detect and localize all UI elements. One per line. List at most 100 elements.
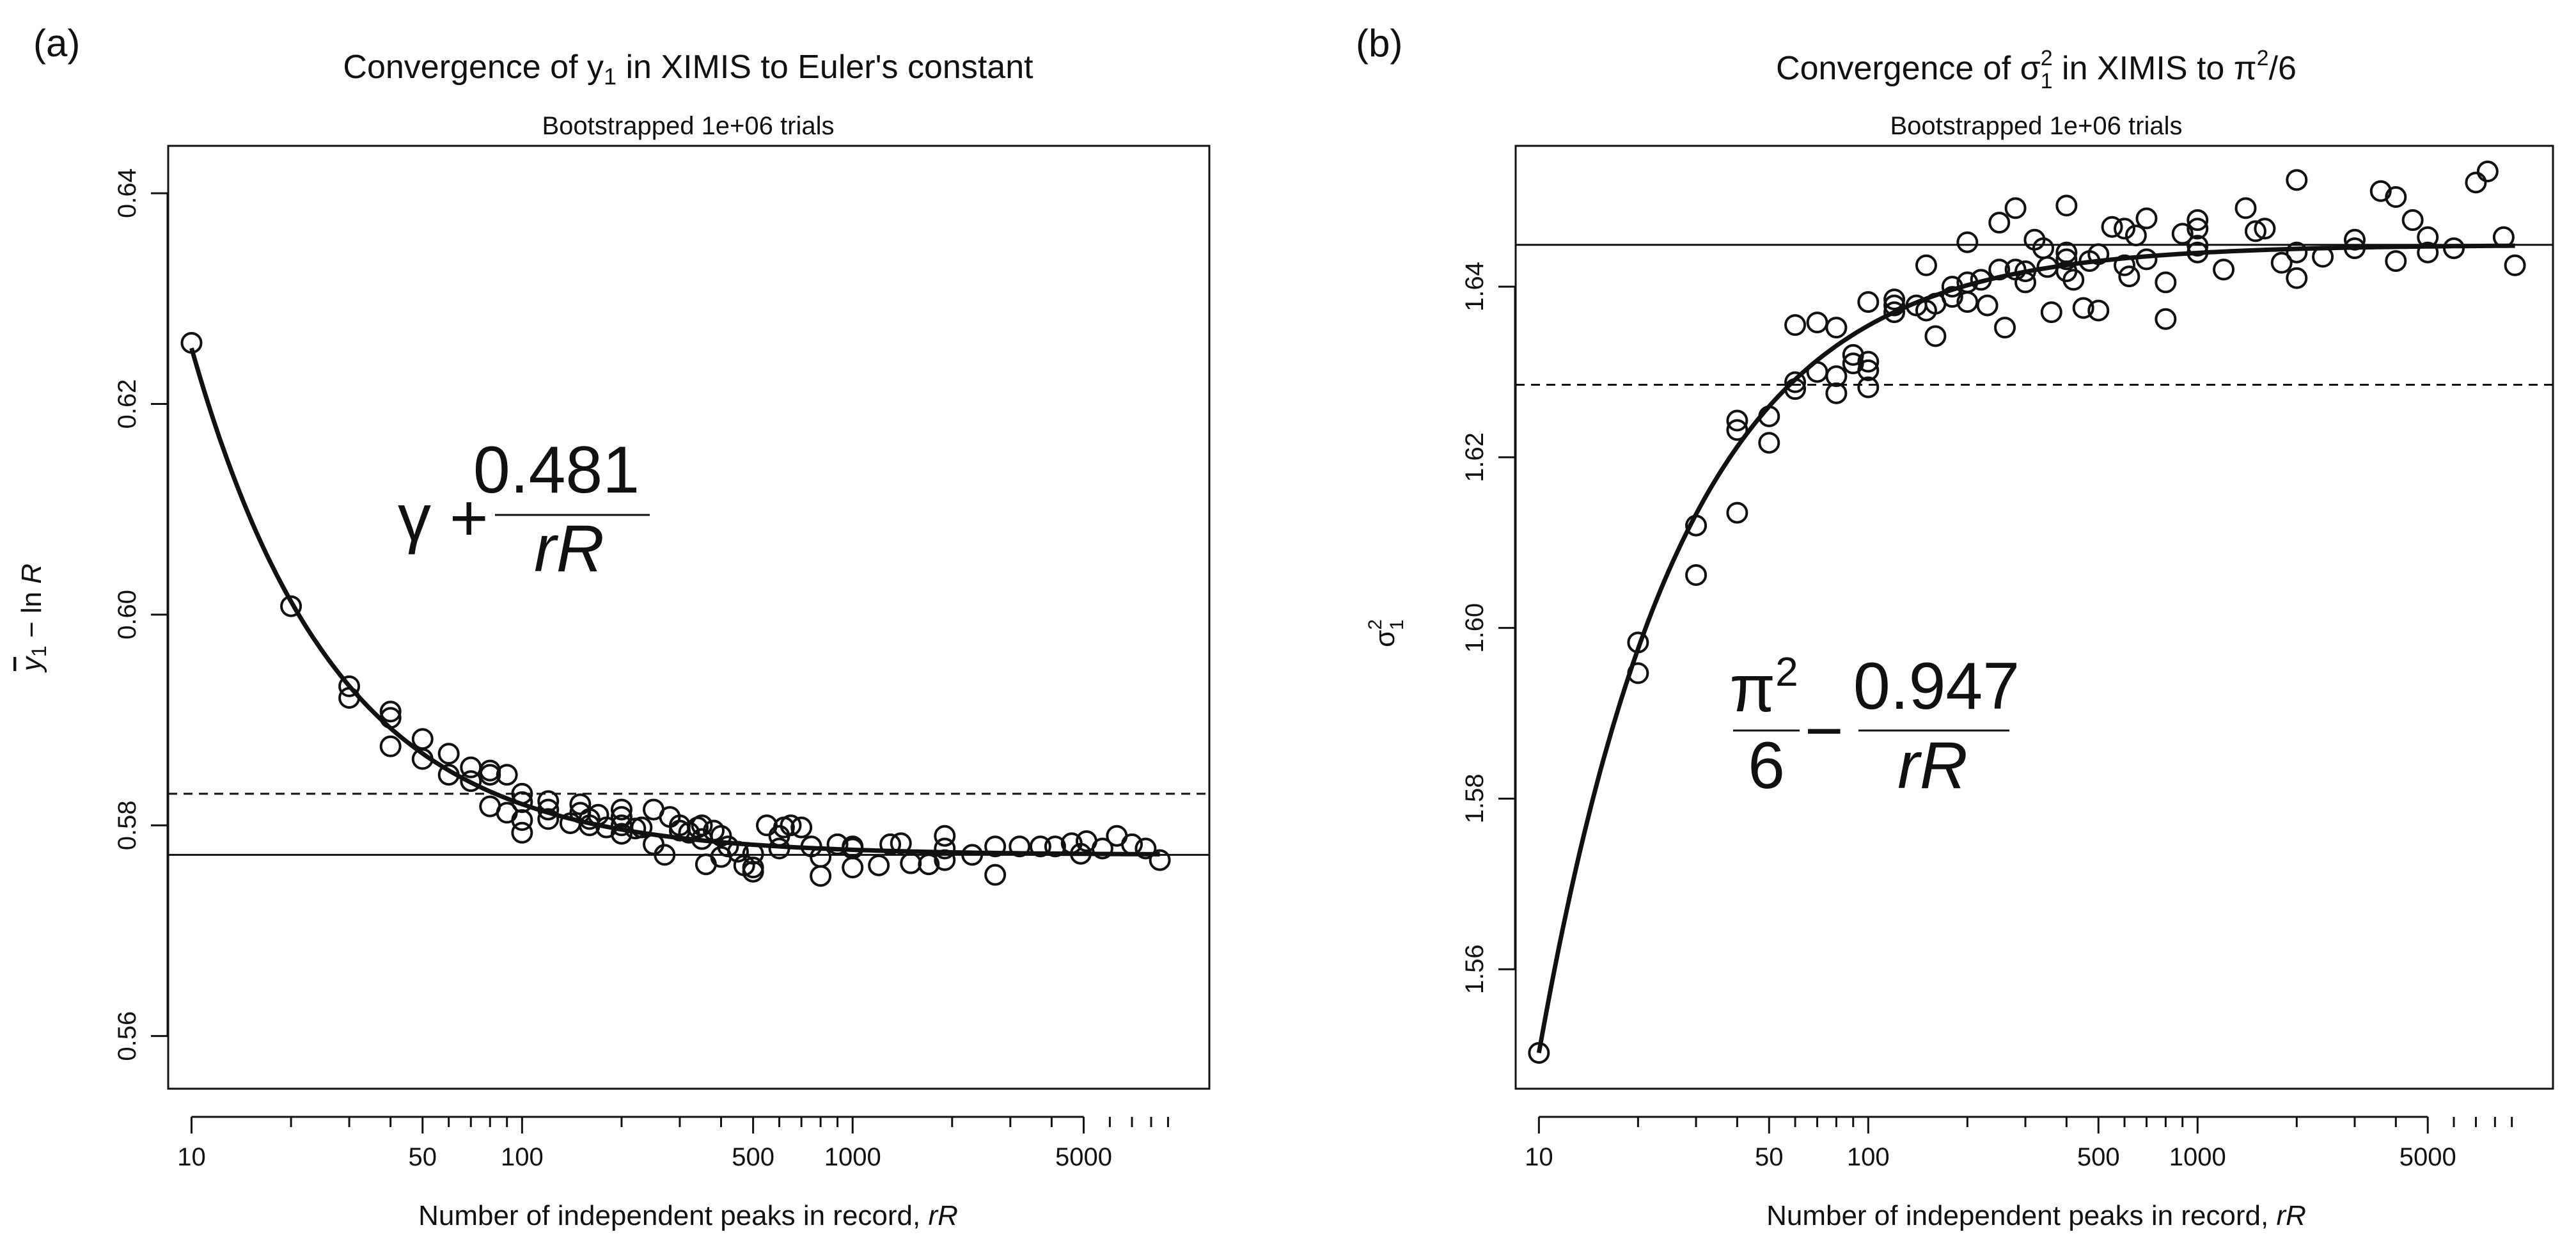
data-point [1091,837,1113,860]
y-tick-label: 1.58 [1461,774,1489,824]
x-tick-label: 5000 [2399,1143,2456,1171]
panel-a-xlabel: Number of independent peaks in record, r… [418,1200,958,1231]
data-point [2286,169,2308,191]
data-point [1806,312,1828,334]
data-point [1121,833,1143,855]
data-point [934,825,956,847]
data-point [984,835,1007,858]
data-point [2385,186,2407,209]
panel-b-xlabel: Number of independent peaks in record, r… [1766,1200,2306,1231]
data-point [2213,258,2235,281]
panel-b-subtitle: Bootstrapped 1e+06 trials [1890,112,2183,140]
panel-a-y-axis: 0.56 0.58 0.60 0.62 0.64 [113,168,169,1061]
data-point [2040,301,2062,324]
data-point [2385,250,2407,273]
data-point [2286,241,2308,264]
data-point [742,842,764,865]
data-point [2417,241,2439,264]
data-point [2062,269,2085,291]
data-point [2442,237,2465,260]
x-tick-label: 100 [501,1143,544,1171]
data-point [810,865,832,887]
data-point [2504,254,2526,276]
data-point [2270,251,2293,274]
data-point [2187,235,2209,257]
y-tick-label: 0.62 [113,379,141,429]
data-point [2343,237,2366,260]
data-point [1784,314,1807,336]
panel-b-formula-minus: − [1805,694,1844,768]
data-point [2014,271,2037,294]
data-point [338,675,361,697]
data-point [2087,243,2110,265]
panel-b-x-axis: 10 50 100 500 1000 5000 [1525,1116,2513,1171]
data-point [842,857,864,879]
data-point [2155,308,2177,330]
data-point [726,841,749,863]
data-point [643,833,665,855]
panel-b: (b) Convergence of σ2 1 in XIMIS to π2/6 … [1356,22,2554,1231]
data-point [1956,231,1979,253]
data-point [1029,835,1051,858]
data-point [1149,849,1171,871]
data-point [1685,514,1708,537]
data-point [496,764,518,786]
data-point [610,806,632,828]
panel-b-y-axis: 1.56 1.58 1.60 1.62 1.64 [1461,262,1516,994]
data-point [511,809,533,832]
panel-a-formula-lead: γ + [398,481,489,555]
data-point [2187,209,2209,232]
data-point [1758,405,1780,427]
data-point [1726,419,1748,441]
data-point [2014,260,2037,283]
data-point [537,808,560,830]
data-point [1883,294,1906,317]
panel-b-formula-denominator: rR [1897,729,1968,803]
data-point [890,832,912,855]
panel-b-formula: π2 6 − 0.947 rR [1729,649,2020,803]
data-point [2187,217,2209,240]
y-tick-label: 1.64 [1461,262,1489,312]
x-tick-label: 500 [732,1143,774,1171]
data-point [1924,325,1947,347]
data-point [511,821,533,844]
data-point [2187,241,2209,264]
data-point [460,770,482,793]
panel-a-title: Convergence of y1 in XIMIS to Euler's co… [343,49,1033,90]
panel-a: (a) Convergence of y1 in XIMIS to Euler'… [16,22,1211,1231]
panel-a-x-axis: 10 50 100 500 1000 5000 [177,1116,1169,1171]
data-point [1685,564,1708,586]
panel-a-ylabel: y1 − ln R [16,564,51,673]
data-point [2004,197,2027,219]
data-point [2072,297,2094,319]
panel-a-formula-numerator: 0.481 [473,433,640,507]
data-point [1069,842,1092,865]
data-point [1627,631,1649,654]
data-point [2114,217,2136,240]
x-tick-label: 10 [1525,1143,1553,1171]
x-tick-label: 100 [1847,1143,1890,1171]
data-point [437,743,460,765]
x-tick-label: 1000 [824,1143,881,1171]
data-point [511,791,533,814]
x-tick-label: 10 [177,1143,206,1171]
data-point [2135,248,2158,271]
data-point [756,814,778,837]
data-point [631,816,653,839]
data-point [934,849,956,871]
data-point [2155,271,2177,294]
data-point [1941,276,1963,298]
data-point [790,816,813,839]
data-point [537,798,560,821]
data-point [1806,361,1828,383]
data-point [1883,301,1906,324]
data-point [537,790,560,812]
data-point [1988,212,2011,234]
data-point [868,854,890,876]
y-tick-label: 1.60 [1461,603,1489,653]
data-point [1994,317,2016,339]
data-point [2417,226,2439,248]
data-point [1825,365,1848,388]
data-point [1627,662,1649,684]
